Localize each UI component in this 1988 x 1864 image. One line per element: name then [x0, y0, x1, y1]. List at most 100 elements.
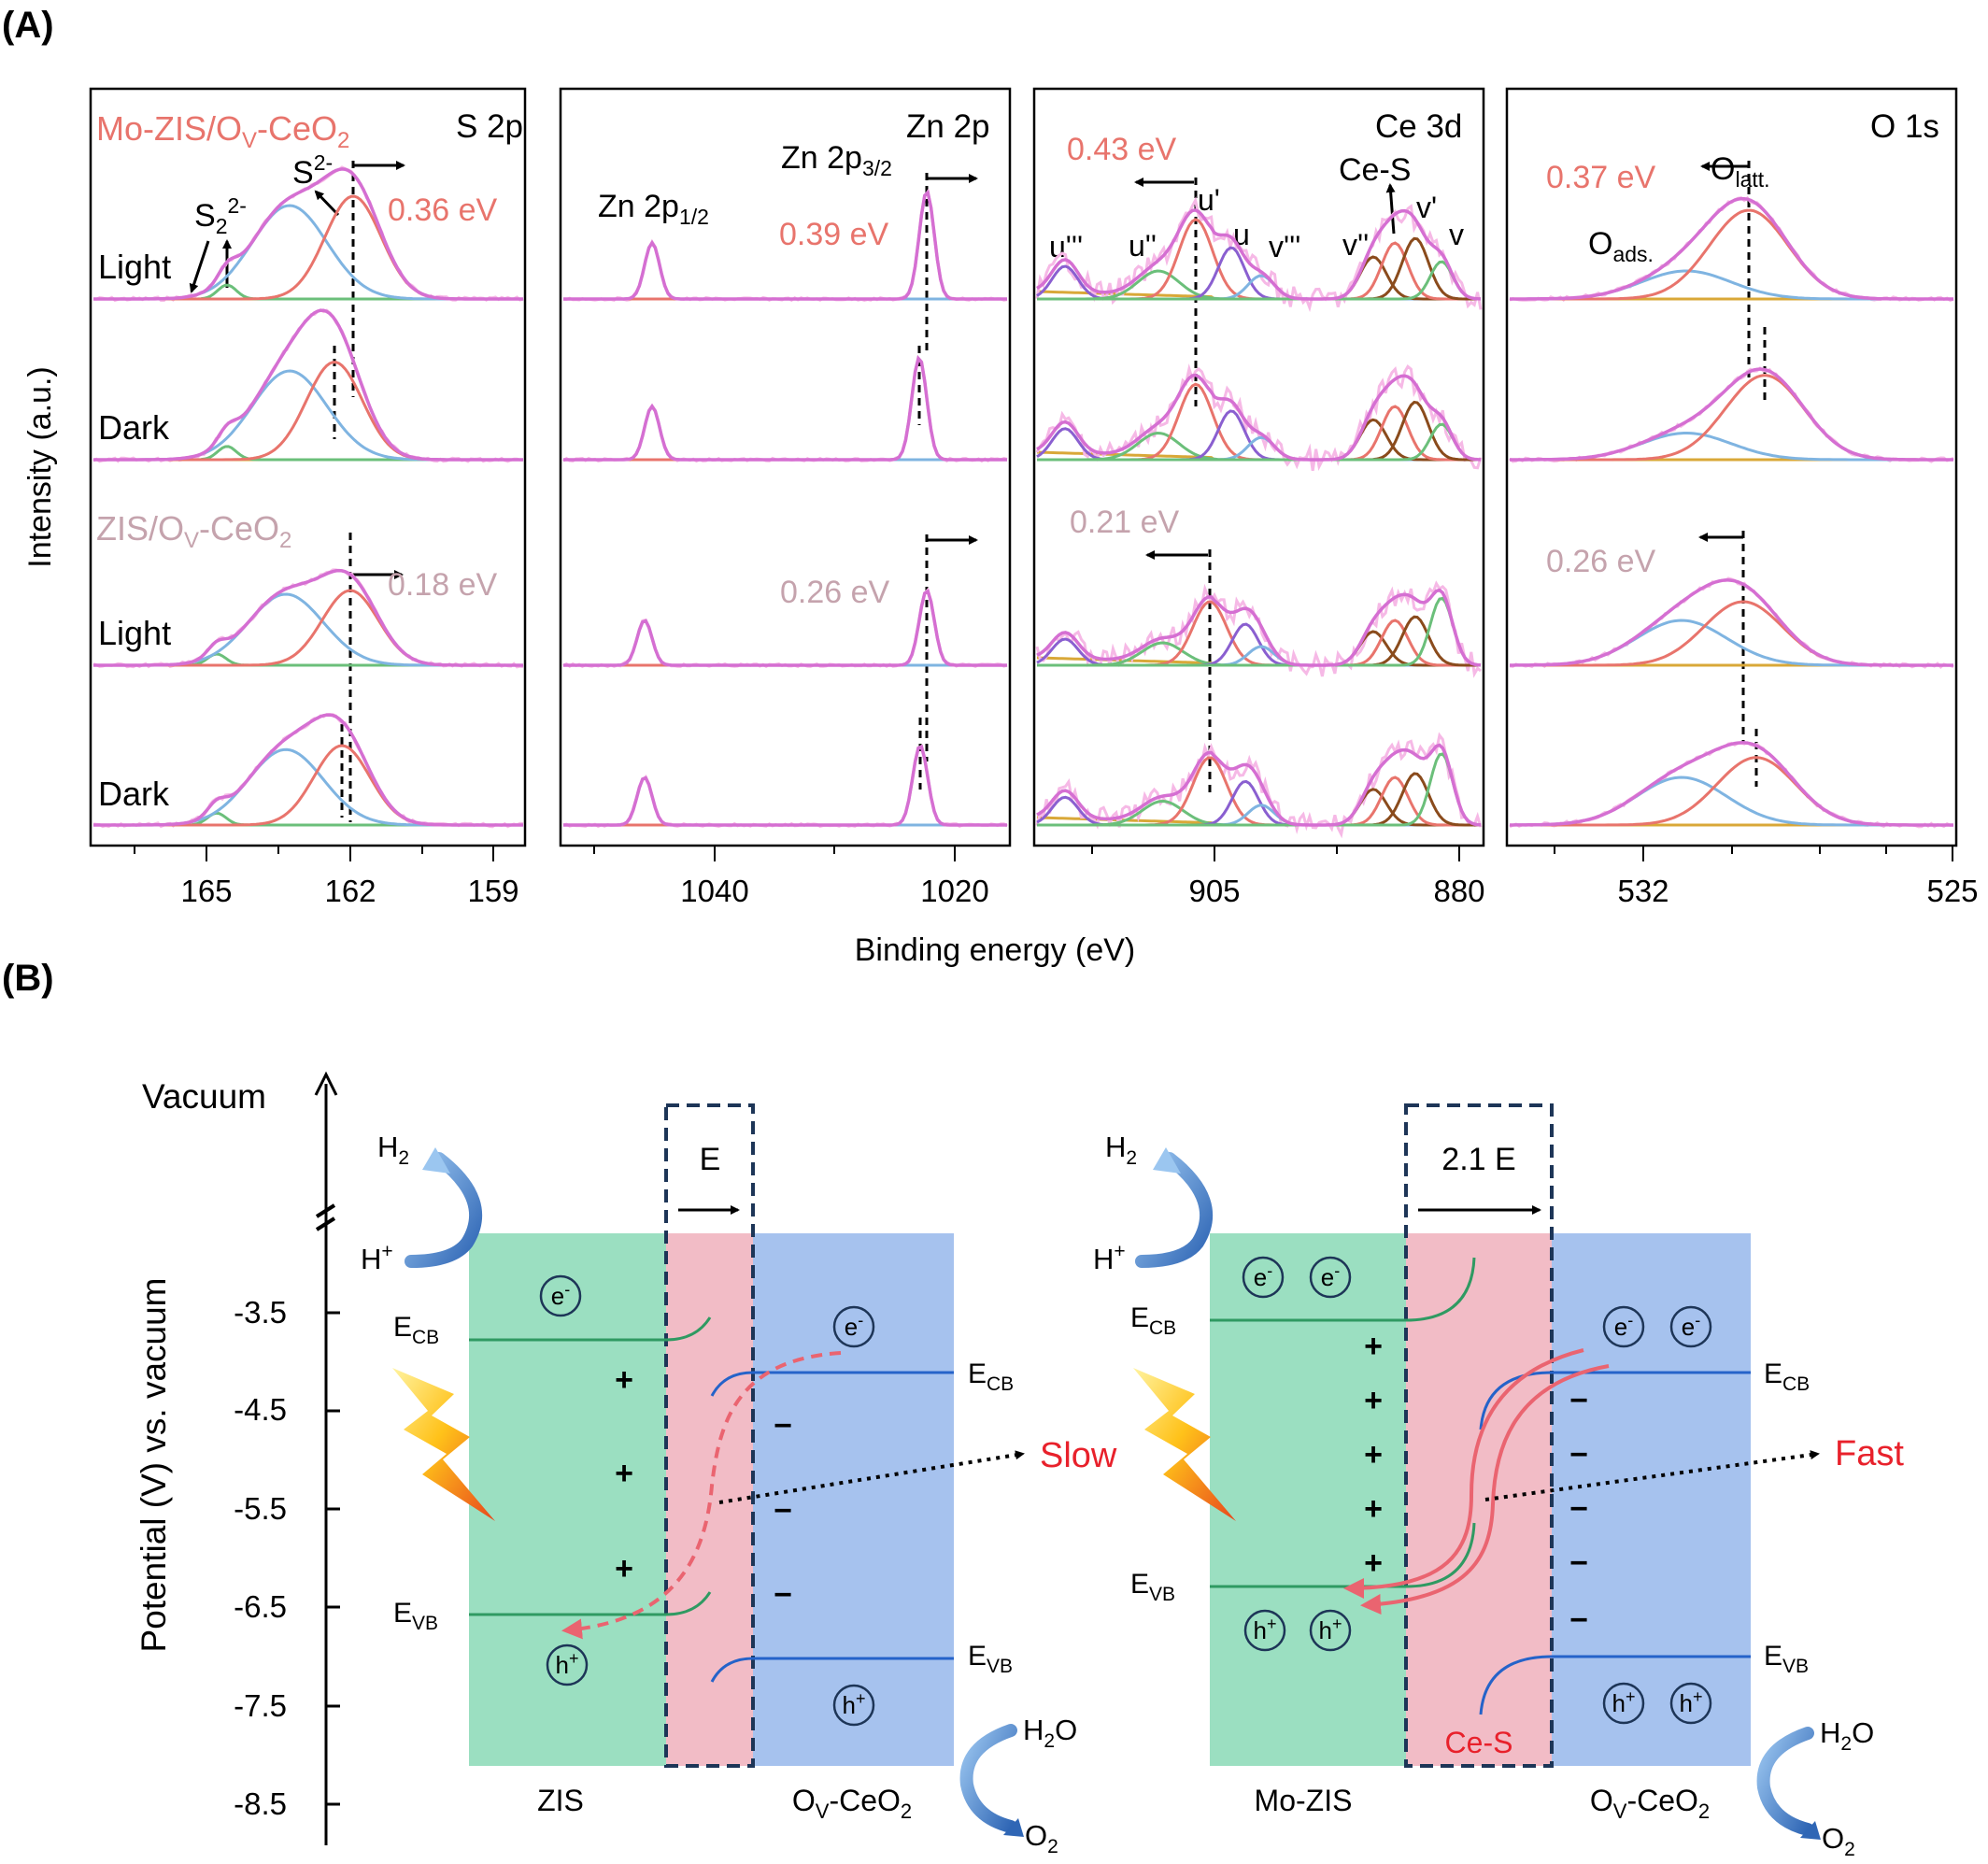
sample-label-zis: ZIS/OV-CeO2: [96, 509, 291, 553]
tick-s2p-165: 165: [180, 874, 232, 908]
s2p-envelope-row1: [93, 308, 523, 462]
o1s-component-1-row1: [1510, 374, 1953, 462]
right-rate-label: Fast: [1835, 1434, 1904, 1473]
zn2p-component-0-row1: [563, 404, 1007, 462]
svg-text:+: +: [1364, 1545, 1383, 1581]
ce3d-raw-row1: [1035, 363, 1483, 472]
svg-text:−: −: [774, 1408, 792, 1444]
panel-a-y-label: Intensity (a.u.): [22, 366, 58, 567]
zn2p-component-1-row3: [563, 745, 1007, 827]
row-label-dark-2: Dark: [98, 775, 170, 813]
right-interface-region: [1406, 1233, 1552, 1766]
row-label-light-1: Light: [98, 248, 171, 286]
right-h2o-arrow-icon: [1756, 1727, 1814, 1836]
svg-text:−: −: [774, 1577, 792, 1613]
right-material-mo-zis: Mo-ZIS: [1255, 1784, 1353, 1817]
left-rate-label: Slow: [1040, 1436, 1117, 1475]
left-light-bolt-icon: [392, 1368, 495, 1521]
zn-label-2p12: Zn 2p1/2: [598, 189, 709, 229]
left-transfer-path: [561, 1351, 842, 1640]
svg-text:+: +: [1364, 1437, 1383, 1473]
svg-text:−: −: [1569, 1602, 1588, 1638]
ce3d-component-8-row2: [1037, 596, 1482, 667]
left-h2-arrow-icon: [405, 1152, 482, 1268]
s2p-label-s22: S22-: [194, 193, 247, 238]
right-ecb-label-zis: ECB: [1130, 1302, 1176, 1339]
o1s-raw-row2: [1509, 576, 1954, 669]
right-material-ceo2: OV-CeO2: [1590, 1784, 1710, 1823]
left-field-box: [664, 1103, 755, 1768]
left-ecb-label-zis: ECB: [393, 1312, 439, 1348]
left-h2o-arrow-icon: [959, 1724, 1017, 1833]
ce-label-v1: v': [1416, 191, 1437, 224]
right-field-label: 2.1 E: [1441, 1142, 1515, 1177]
zn2p-component-1-row1: [563, 355, 1007, 462]
svg-text:−: −: [1569, 1383, 1588, 1418]
left-evb-label-zis: EVB: [393, 1598, 438, 1634]
o1s-component-1-row0: [1510, 208, 1953, 301]
svg-text:−: −: [1569, 1437, 1588, 1473]
ce-label-ces: Ce-S: [1339, 152, 1411, 188]
right-h2-arrow-icon: [1135, 1152, 1213, 1268]
s2p-title: S 2p: [456, 108, 523, 145]
o1s-raw-row3: [1509, 741, 1953, 829]
tick-ce-880: 880: [1433, 874, 1484, 908]
s2p-shift-zis: 0.18 eV: [388, 567, 498, 603]
o1s-envelope-row0: [1510, 196, 1953, 301]
ce3d-component-8-row0: [1037, 260, 1482, 301]
ce3d-envelope-row3: [1036, 743, 1482, 827]
ce-shift-zis: 0.21 eV: [1070, 505, 1180, 540]
svg-text:+: +: [615, 1362, 633, 1398]
ce-s-bond-label: Ce-S: [1445, 1726, 1513, 1759]
s2p-envelope-row2: [93, 568, 523, 667]
o1s-envelope-row2: [1510, 578, 1953, 667]
ce3d-envelope-row2: [1036, 588, 1482, 667]
right-carriers: e- e- e- e- h+ h+ h+ h+: [1242, 1256, 1712, 1725]
panel-b-y-label: Potential (V) vs. vacuum: [135, 1278, 173, 1653]
row-label-light-2: Light: [98, 614, 171, 652]
right-transfer-path-2: [1360, 1364, 1610, 1615]
svg-text:−: −: [1569, 1545, 1588, 1581]
s2p-envelope-row3: [93, 713, 523, 827]
ce3d-envelope-row0: [1036, 208, 1482, 301]
svg-text:−: −: [774, 1493, 792, 1529]
left-ecb-label-ceo2: ECB: [968, 1359, 1014, 1395]
tick-s2p-159: 159: [467, 874, 518, 908]
tick-s2p-162: 162: [324, 874, 376, 908]
o1s-envelope-row3: [1510, 741, 1953, 827]
ce-label-u1: u': [1198, 183, 1220, 217]
ce3d-frame: [1032, 87, 1485, 847]
svg-text:−: −: [1569, 1491, 1588, 1527]
right-evb-label-ceo2: EVB: [1764, 1641, 1809, 1677]
o-label-ads: Oads.: [1588, 226, 1654, 266]
right-o2-label: O2: [1822, 1822, 1855, 1860]
o1s-component-0-row0: [1510, 269, 1953, 301]
right-h2o-label: H2O: [1820, 1716, 1874, 1755]
o1s-component-0-row1: [1510, 432, 1953, 462]
ce3d-envelope-row1: [1036, 373, 1482, 462]
panel-a-label: (A): [2, 5, 54, 46]
ytick-5-5: -5.5: [234, 1491, 287, 1526]
ce-shift-mo: 0.43 eV: [1067, 132, 1177, 167]
left-hplus-label: H+: [361, 1241, 393, 1275]
s2p-envelope-row0: [93, 167, 523, 301]
o-shift-mo: 0.37 eV: [1546, 160, 1656, 195]
o1s-raw-row0: [1509, 195, 1954, 303]
left-carriers: e- e- h+ h+: [539, 1274, 875, 1727]
ytick-3-5: -3.5: [234, 1295, 287, 1330]
vacuum-label: Vacuum: [142, 1077, 266, 1116]
o1s-component-0-row2: [1510, 619, 1953, 667]
zn2p-envelope-row3: [563, 744, 1007, 827]
svg-text:+: +: [615, 1456, 633, 1491]
right-field-box: [1404, 1103, 1554, 1768]
ce3d-raw-row3: [1035, 732, 1483, 839]
o1s-raw-row1: [1508, 366, 1954, 463]
o-shift-zis: 0.26 eV: [1546, 544, 1656, 579]
left-field-label: E: [700, 1142, 721, 1177]
tick-zn-1040: 1040: [680, 874, 748, 908]
svg-text:+: +: [615, 1551, 633, 1587]
left-h2-label: H2: [377, 1131, 409, 1169]
ytick-6-5: -6.5: [234, 1589, 287, 1624]
zn2p-frame: [559, 87, 1012, 847]
